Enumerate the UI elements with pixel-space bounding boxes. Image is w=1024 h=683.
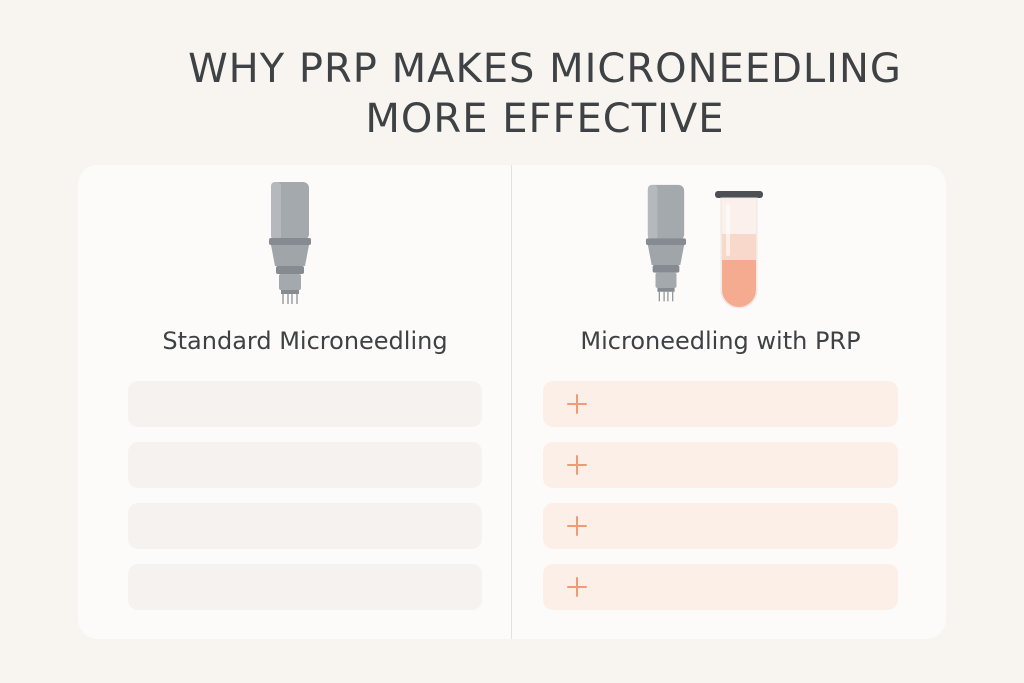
microneedling-pen-icon <box>269 182 311 304</box>
list-item-prp <box>543 442 898 488</box>
list-item <box>128 564 482 610</box>
plus-icon <box>567 516 587 536</box>
plus-icon <box>567 455 587 475</box>
list-item <box>128 381 482 427</box>
microneedling-pen-icon-prp <box>645 184 687 302</box>
list-item-prp <box>543 564 898 610</box>
title-line-2: MORE EFFECTIVE <box>365 96 725 142</box>
prp-microneedling-heading: Microneedling with PRP <box>580 327 861 355</box>
plus-icon <box>567 577 587 597</box>
title-line-1: WHY PRP MAKES MICRONEEDLING <box>188 46 902 92</box>
test-tube-icon <box>715 191 763 309</box>
list-item <box>128 442 482 488</box>
list-item-prp <box>543 381 898 427</box>
standard-microneedling-heading: Standard Microneedling <box>162 327 448 355</box>
list-item-prp <box>543 503 898 549</box>
page-title: WHY PRP MAKES MICRONEEDLING MORE EFFECTI… <box>150 44 940 144</box>
list-item <box>128 503 482 549</box>
panel-divider <box>511 165 512 639</box>
plus-icon <box>567 394 587 414</box>
